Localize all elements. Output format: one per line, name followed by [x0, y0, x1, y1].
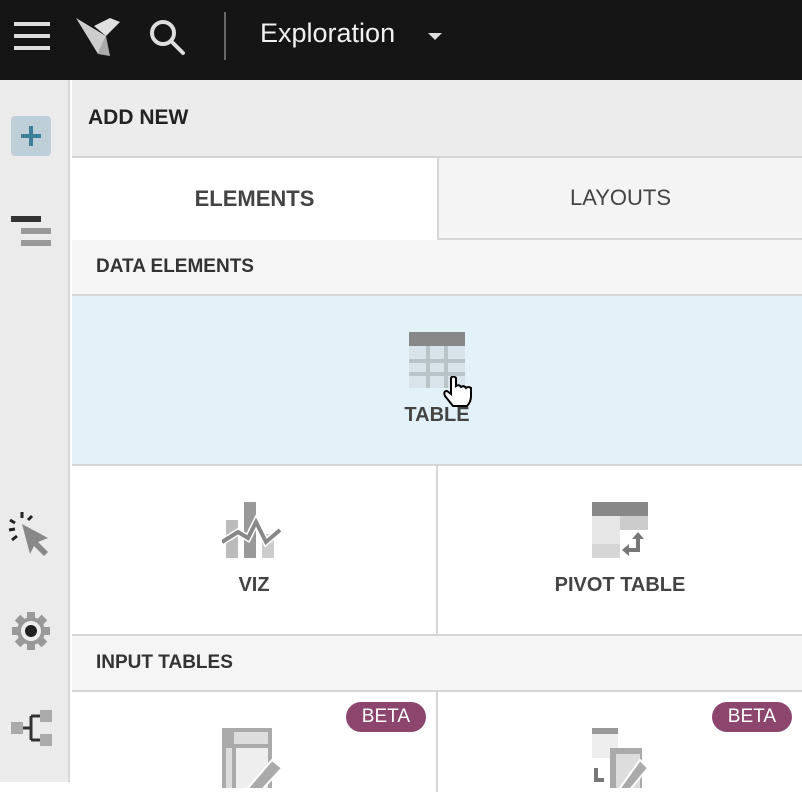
chevron-down-icon[interactable]	[428, 33, 442, 40]
element-tile-table[interactable]: TABLE	[72, 296, 802, 466]
tab-layouts[interactable]: LAYOUTS	[437, 158, 802, 240]
hand-cursor-icon	[443, 376, 472, 407]
add-new-button[interactable]	[11, 116, 51, 156]
section-title: INPUT TABLES	[96, 652, 233, 673]
beta-badge: BETA	[345, 702, 426, 732]
divider	[224, 12, 226, 60]
panel-header: ADD NEW	[72, 80, 802, 158]
section-data-elements: DATA ELEMENTS	[72, 240, 802, 296]
search-icon[interactable]	[148, 18, 188, 58]
plus-icon	[21, 126, 41, 146]
logo-icon[interactable]	[76, 16, 122, 56]
gear-icon[interactable]	[10, 610, 52, 652]
outline-icon[interactable]	[10, 214, 54, 248]
section-input-tables: INPUT TABLES	[72, 636, 802, 692]
element-tile-input-table[interactable]: BETA	[72, 692, 436, 792]
top-bar: Exploration	[0, 0, 802, 80]
workbook-title-dropdown[interactable]: Exploration	[260, 18, 396, 48]
element-tile-viz[interactable]: VIZ	[72, 466, 436, 636]
input-table-icon	[222, 728, 284, 788]
section-title: DATA ELEMENTS	[96, 256, 254, 277]
lineage-tree-icon[interactable]	[10, 708, 54, 748]
linked-input-table-icon	[592, 728, 650, 788]
cursor-select-icon[interactable]	[6, 510, 52, 556]
tab-elements[interactable]: ELEMENTS	[72, 158, 437, 240]
tile-label: VIZ	[238, 574, 270, 596]
viz-icon	[222, 502, 283, 558]
add-new-panel: ADD NEW ELEMENTS LAYOUTS DATA ELEMENTS T…	[72, 80, 802, 792]
tile-label: TABLE	[404, 404, 470, 426]
hamburger-menu-icon[interactable]	[14, 22, 52, 52]
tile-label: PIVOT TABLE	[554, 574, 686, 596]
beta-badge: BETA	[711, 702, 792, 732]
left-sidebar	[0, 80, 70, 782]
panel-title: ADD NEW	[88, 106, 189, 129]
pivot-table-icon	[592, 502, 648, 558]
element-tile-linked-input-table[interactable]: BETA	[436, 692, 802, 792]
element-tile-pivot-table[interactable]: PIVOT TABLE	[436, 466, 802, 636]
